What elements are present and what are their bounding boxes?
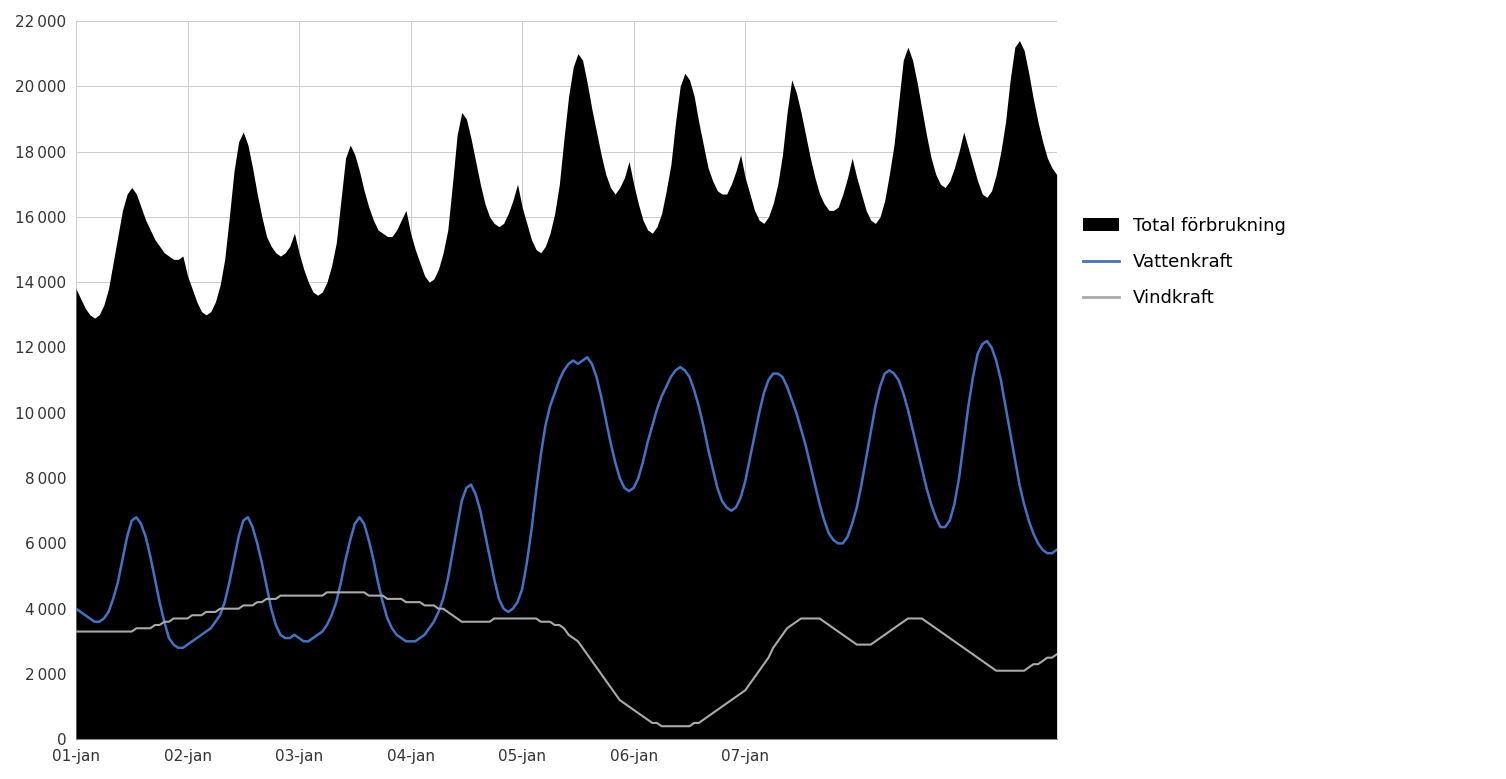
Legend: Total förbrukning, Vattenkraft, Vindkraft: Total förbrukning, Vattenkraft, Vindkraf…	[1075, 210, 1294, 314]
